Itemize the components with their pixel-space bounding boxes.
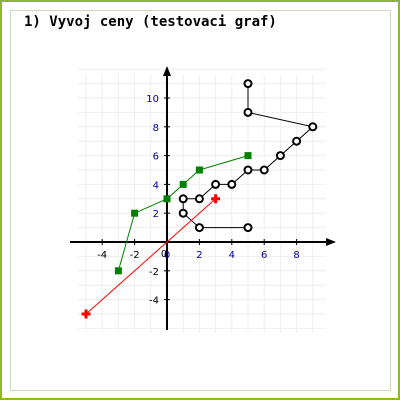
x-tick-label: 4 <box>229 250 235 261</box>
x-tick-label: 0 <box>164 250 170 261</box>
data-point-circle <box>259 165 269 175</box>
data-point-square <box>195 166 203 174</box>
series-line-square <box>117 155 249 271</box>
y-tick-label: 6 <box>153 152 159 163</box>
data-point-circle <box>275 151 285 161</box>
x-tick-label: -2 <box>130 250 140 261</box>
data-point-circle <box>243 165 253 175</box>
data-point-cross <box>81 309 91 319</box>
y-tick-label: 2 <box>153 209 159 220</box>
data-point-circle <box>227 179 237 189</box>
data-point-circle <box>292 136 302 146</box>
data-point-circle <box>178 208 188 218</box>
x-tick-label-zero: 0 <box>161 249 167 260</box>
data-point-circle <box>243 79 253 89</box>
x-tick-label: -4 <box>97 250 107 261</box>
y-tick-label: 4 <box>153 180 159 191</box>
x-tick-label: 8 <box>293 250 299 261</box>
data-point-circle <box>178 194 188 204</box>
data-point-circle <box>211 179 221 189</box>
data-point-square <box>114 267 122 275</box>
y-axis-arrow <box>163 66 171 76</box>
chart-title: 1) Vyvoj ceny (testovaci graf) <box>24 14 277 30</box>
x-tick-label: 6 <box>261 250 267 261</box>
y-tick-label: 10 <box>146 94 159 105</box>
y-tick-label: -2 <box>149 267 159 278</box>
data-point-square <box>179 180 187 188</box>
x-axis-arrow <box>326 238 336 246</box>
data-point-square <box>244 152 252 160</box>
data-point-circle <box>194 223 204 233</box>
data-point-square <box>163 195 171 203</box>
data-point-square <box>131 209 139 217</box>
series-line-cross <box>85 198 216 315</box>
x-tick-label: 2 <box>196 250 202 261</box>
data-point-circle <box>243 223 253 233</box>
y-tick-label: -4 <box>149 296 159 307</box>
y-tick-label: 8 <box>153 123 159 134</box>
data-point-circle <box>194 194 204 204</box>
data-point-circle <box>243 107 253 117</box>
data-point-cross <box>211 194 221 204</box>
data-point-circle <box>308 122 318 132</box>
